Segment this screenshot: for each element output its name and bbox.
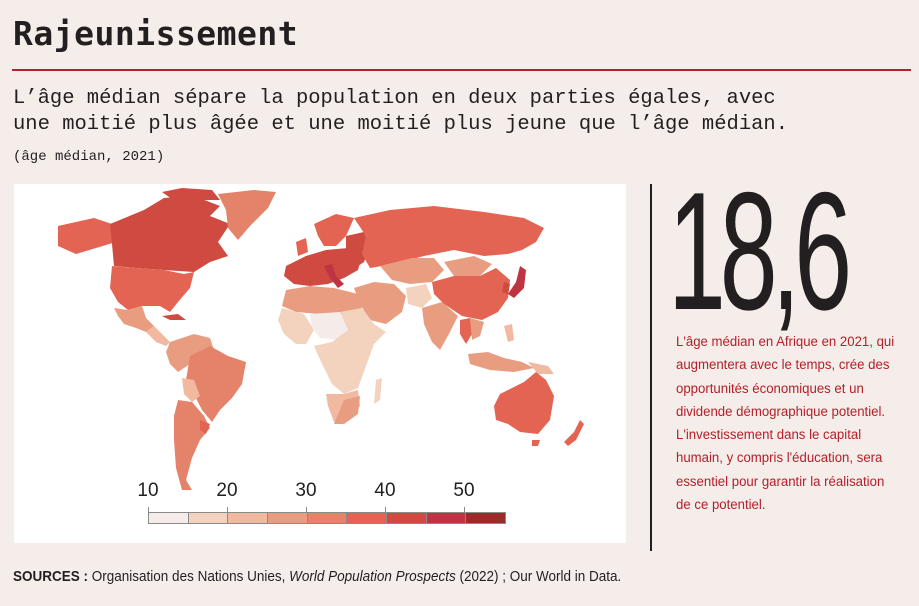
sources-label: SOURCES : (13, 568, 89, 585)
sources-publication: World Population Prospects (289, 568, 456, 585)
region-southern-cone (174, 400, 210, 490)
legend-swatch (387, 513, 427, 523)
color-legend: 10 20 30 40 50 (137, 480, 520, 525)
legend-swatch (188, 513, 229, 523)
legend-tick-mark (148, 507, 149, 513)
region-japan (508, 266, 526, 298)
legend-tick-10: 10 (137, 480, 159, 501)
legend-tick-mark (464, 507, 465, 513)
region-cuba (162, 314, 186, 320)
title-divider (12, 69, 911, 71)
highlight-callout: L'âge médian en Afrique en 2021, qui aug… (676, 334, 895, 514)
legend-swatch (268, 513, 308, 523)
region-alaska (58, 218, 116, 254)
region-northern-south-america (166, 334, 214, 372)
region-bolivia (182, 378, 200, 402)
region-uruguay (200, 420, 210, 434)
region-tasmania (532, 440, 540, 446)
region-eastern-europe (346, 232, 370, 270)
unit-label: (âge médian, 2021) (13, 149, 165, 165)
region-south-africa (334, 396, 360, 424)
legend-tick-mark (306, 507, 307, 513)
intro-text: L’âge médian sépare la population en deu… (13, 86, 913, 138)
region-indochina (470, 318, 484, 340)
legend-tick-50: 50 (453, 480, 475, 501)
region-china (432, 268, 510, 320)
region-canada (110, 196, 230, 272)
highlight-value: 18,6 (668, 157, 852, 345)
region-greenland (218, 190, 276, 240)
legend-tick-20: 20 (216, 480, 238, 501)
region-australia (494, 372, 554, 434)
legend-tick-40: 40 (374, 480, 396, 501)
legend-swatch (228, 513, 269, 523)
region-uk (296, 238, 308, 256)
region-west-africa (278, 308, 314, 344)
region-north-africa (282, 286, 362, 314)
legend-swatch (149, 513, 189, 523)
region-afghanistan-pakistan (406, 284, 432, 308)
legend-color-bar (148, 512, 506, 524)
region-central-east-africa (314, 308, 386, 394)
region-sahel (310, 312, 350, 340)
region-arctic-islands (162, 188, 220, 202)
intro-line-1: L’âge médian sépare la population en deu… (13, 87, 776, 110)
intro-line-2: une moitié plus âgée et une moitié plus … (13, 113, 789, 136)
legend-swatch (307, 513, 348, 523)
sources-text: Organisation des Nations Unies, (88, 568, 290, 585)
region-indonesia (468, 352, 534, 372)
legend-tick-mark (385, 507, 386, 513)
region-thailand (460, 318, 472, 344)
region-central-asia (380, 258, 444, 284)
region-central-america (146, 326, 170, 346)
region-middle-east (354, 282, 406, 324)
legend-swatch (347, 513, 388, 523)
legend-tick-mark (227, 507, 228, 513)
legend-swatch (466, 513, 506, 523)
region-united-states (110, 266, 194, 312)
region-russia (354, 206, 544, 268)
world-map-panel: 10 20 30 40 50 (14, 184, 626, 543)
sources-text-end: (2022) ; Our World in Data. (455, 568, 622, 585)
region-new-zealand (564, 420, 584, 446)
legend-tick-30: 30 (295, 480, 317, 501)
page-title: Rajeunissement (13, 14, 299, 53)
region-philippines (504, 324, 514, 342)
column-divider (650, 184, 652, 551)
region-new-guinea (528, 362, 554, 374)
region-mexico (114, 306, 154, 332)
region-italy (324, 264, 344, 288)
region-scandinavia (314, 214, 354, 246)
world-choropleth-map (58, 188, 584, 490)
region-madagascar (374, 378, 382, 404)
region-brazil (186, 346, 246, 422)
legend-swatch (426, 513, 467, 523)
sources-line: SOURCES : Organisation des Nations Unies… (13, 568, 621, 585)
region-western-europe (284, 248, 362, 286)
region-korea (502, 282, 510, 294)
region-mongolia (444, 256, 492, 276)
region-india (422, 302, 458, 350)
